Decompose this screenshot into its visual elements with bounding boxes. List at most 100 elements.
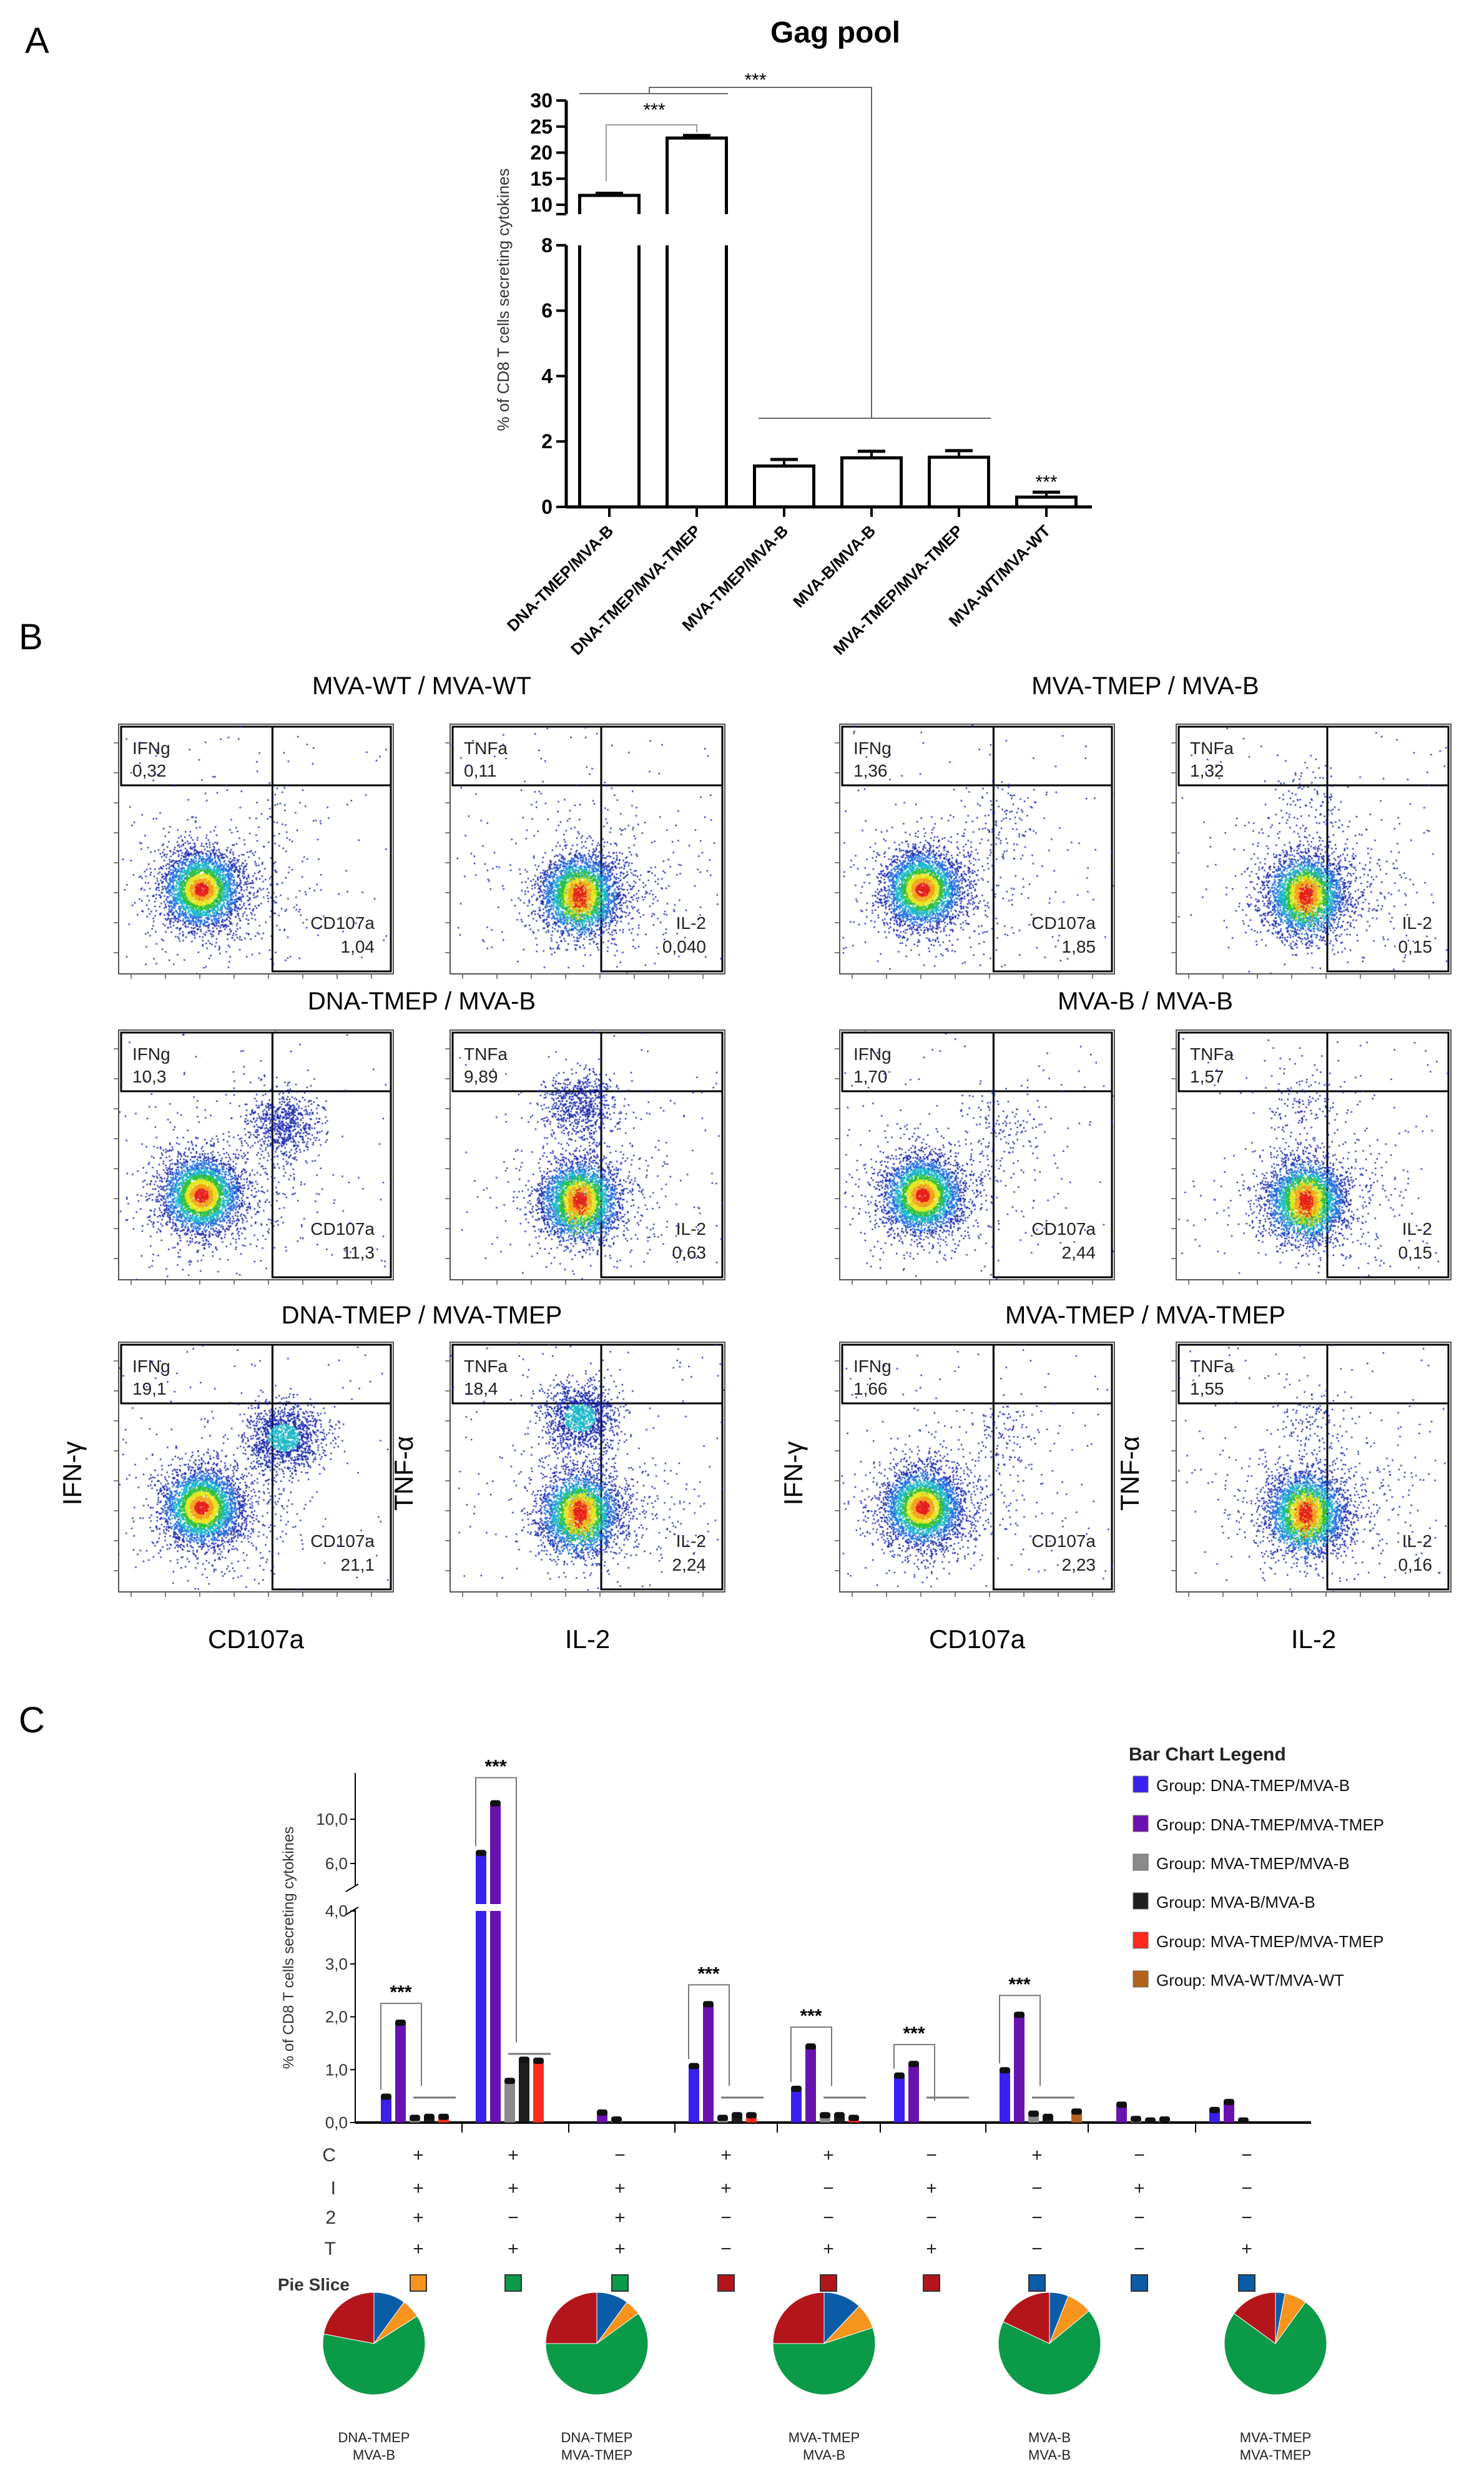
error-cap bbox=[519, 2056, 529, 2063]
combination-sign: − bbox=[1031, 2207, 1043, 2228]
pie-chart: DNA-TMEP MVA-B bbox=[322, 2292, 426, 2463]
legend-label: Group: DNA-TMEP/MVA-TMEP bbox=[1156, 1815, 1384, 1834]
bar-upper bbox=[578, 194, 641, 214]
combination-sign: + bbox=[413, 2178, 424, 2199]
flow-scatter-dots bbox=[119, 1030, 393, 1280]
y-tick-label: 2,0 bbox=[325, 2008, 348, 2026]
pie-slice-swatch bbox=[1238, 2274, 1256, 2292]
combination-sign: + bbox=[614, 2239, 626, 2259]
bar-lower bbox=[578, 245, 641, 507]
significance-label: *** bbox=[697, 1963, 719, 1984]
error-cap bbox=[894, 2072, 905, 2079]
panel-label-c: C bbox=[19, 1700, 45, 1740]
significance-label: *** bbox=[1035, 472, 1057, 493]
pie-slice bbox=[545, 2313, 649, 2395]
flow-scatter-dots bbox=[119, 1342, 393, 1592]
combination-sign: + bbox=[926, 2178, 937, 2199]
error-cap bbox=[533, 2058, 544, 2064]
legend-item: Group: MVA-TMEP/MVA-TMEP bbox=[1133, 1932, 1384, 1951]
significance-label: *** bbox=[643, 100, 665, 120]
significance-bracket bbox=[893, 2044, 935, 2101]
error-cap bbox=[1238, 2117, 1249, 2124]
bar bbox=[703, 2003, 714, 2123]
significance-label: *** bbox=[484, 1757, 506, 1777]
combination-row-label: T bbox=[325, 2239, 336, 2259]
pie-slice-swatch bbox=[1028, 2274, 1046, 2292]
combination-sign: + bbox=[926, 2239, 937, 2259]
pie-slice bbox=[545, 2292, 597, 2344]
legend-swatch bbox=[1133, 1815, 1149, 1832]
error-cap bbox=[717, 2114, 728, 2121]
flow-panel-title: DNA-TMEP / MVA-TMEP bbox=[282, 1302, 563, 1329]
error-cap bbox=[476, 1850, 486, 1857]
legend-title: Bar Chart Legend bbox=[1129, 1744, 1286, 1765]
combination-sign: + bbox=[1241, 2239, 1252, 2259]
bar-upper bbox=[490, 1802, 501, 1904]
combination-sign: − bbox=[926, 2207, 937, 2228]
pie-slice-swatch bbox=[820, 2274, 837, 2292]
combination-sign: + bbox=[614, 2178, 626, 2199]
error-cap bbox=[597, 2109, 607, 2116]
pie-chart: MVA-TMEP MVA-TMEP bbox=[1224, 2292, 1327, 2463]
pie-slice bbox=[1233, 2292, 1276, 2344]
error-cap bbox=[611, 2116, 622, 2123]
combination-sign: + bbox=[1134, 2178, 1145, 2199]
combination-sign: − bbox=[1134, 2239, 1145, 2259]
error-cap bbox=[1209, 2106, 1220, 2113]
pie-label: MVA-TMEP bbox=[789, 2430, 860, 2445]
y-axis-label-ifn-gamma: IFN-γ bbox=[57, 1441, 87, 1506]
y-axis-label: % of CD8 T cells secreting cytokines bbox=[494, 169, 513, 431]
bar bbox=[504, 2080, 515, 2123]
x-axis-label-cd107a: CD107a bbox=[208, 1624, 305, 1654]
significance-bracket bbox=[380, 2003, 422, 2090]
legend-item: Group: MVA-WT/MVA-WT bbox=[1133, 1970, 1344, 1990]
bar bbox=[381, 2096, 391, 2123]
error-cap bbox=[732, 2112, 742, 2119]
error-cap bbox=[746, 2112, 757, 2119]
bar bbox=[1015, 495, 1078, 509]
y-tick-label: 3,0 bbox=[325, 1955, 348, 1973]
bar bbox=[519, 2059, 529, 2123]
pie-label: MVA-TMEP bbox=[561, 2447, 632, 2463]
panel-label-b: B bbox=[19, 617, 43, 657]
y-tick-label: 10,0 bbox=[316, 1810, 348, 1829]
pie-slice bbox=[772, 2327, 876, 2395]
pie-label: MVA-B bbox=[1028, 2430, 1071, 2445]
combination-sign: + bbox=[720, 2178, 732, 2199]
x-tick-label: MVA-B/MVA-B bbox=[789, 521, 879, 611]
combination-sign: + bbox=[508, 2178, 519, 2199]
pie-slice bbox=[322, 2315, 426, 2395]
flow-scatter-dots bbox=[119, 724, 393, 974]
combination-sign: − bbox=[823, 2207, 834, 2228]
combination-sign: − bbox=[1031, 2239, 1043, 2259]
pie-label: DNA-TMEP bbox=[338, 2430, 410, 2445]
bar bbox=[533, 2060, 544, 2123]
pie-label: MVA-B bbox=[1028, 2447, 1071, 2463]
bar bbox=[689, 2065, 699, 2123]
error-cap bbox=[395, 2020, 406, 2026]
pie-slice bbox=[998, 2310, 1101, 2395]
combination-sign: − bbox=[823, 2178, 834, 2199]
bar-lower bbox=[490, 1911, 501, 2123]
error-cap bbox=[1000, 2067, 1010, 2074]
legend-label: Group: DNA-TMEP/MVA-B bbox=[1156, 1776, 1350, 1795]
significance-label: *** bbox=[1008, 1974, 1030, 1995]
pie-label: MVA-TMEP bbox=[1240, 2447, 1311, 2463]
legend-swatch bbox=[1133, 1892, 1149, 1910]
bar bbox=[1000, 2069, 1010, 2123]
y-axis-label-ifn-gamma: IFN-γ bbox=[779, 1441, 808, 1506]
pie-slice-swatch bbox=[504, 2274, 522, 2292]
significance-bracket bbox=[790, 2026, 832, 2086]
flow-scatter-dots bbox=[840, 724, 1114, 974]
significance-bracket bbox=[999, 1995, 1041, 2086]
error-cap bbox=[791, 2085, 802, 2092]
legend-swatch bbox=[1133, 1853, 1149, 1871]
significance-label: *** bbox=[903, 2023, 925, 2044]
significance-label: *** bbox=[390, 1982, 411, 2003]
flow-scatter-dots bbox=[840, 1342, 1114, 1592]
legend-label: Group: MVA-B/MVA-B bbox=[1156, 1893, 1315, 1912]
error-cap bbox=[490, 1800, 501, 1807]
bar bbox=[805, 2046, 816, 2123]
combination-row-label: 2 bbox=[325, 2207, 336, 2228]
error-cap bbox=[1145, 2117, 1156, 2124]
